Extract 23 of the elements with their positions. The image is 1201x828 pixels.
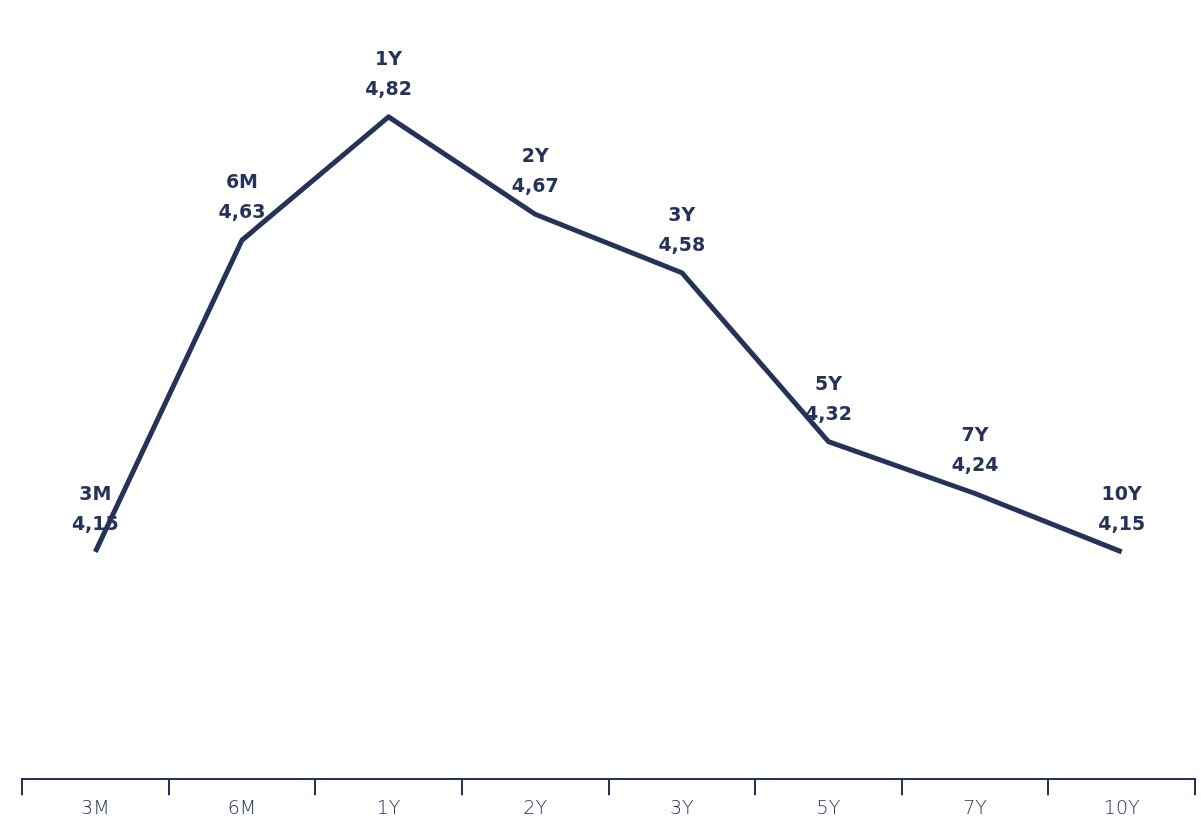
x-tick-label: 3Y — [669, 795, 695, 818]
category-label: 3Y — [668, 202, 696, 225]
x-tick-label: 2Y — [523, 795, 548, 818]
x-tick-label: 6M — [227, 795, 257, 818]
category-label: 10Y — [1101, 481, 1142, 504]
category-label: 2Y — [521, 144, 549, 167]
x-tick-label: 1Y — [376, 795, 401, 818]
category-label: 1Y — [375, 46, 403, 69]
category-label: 7Y — [961, 423, 989, 446]
x-tick-label: 3M — [81, 795, 110, 818]
data-label: 4,15 — [1098, 511, 1146, 534]
data-label: 4,24 — [951, 453, 999, 476]
category-label: 5Y — [814, 371, 842, 394]
data-label: 4,63 — [218, 200, 266, 223]
data-label: 4,32 — [804, 401, 852, 424]
category-label: 6M — [225, 170, 259, 193]
data-label: 4,58 — [658, 232, 706, 255]
x-tick-label: 7Y — [963, 795, 988, 818]
x-tick-label: 5Y — [816, 795, 841, 818]
x-tick-label: 10Y — [1103, 795, 1140, 818]
category-label: 3M — [79, 481, 112, 504]
data-label: 4,82 — [365, 76, 413, 99]
data-label: 4,67 — [511, 174, 559, 197]
